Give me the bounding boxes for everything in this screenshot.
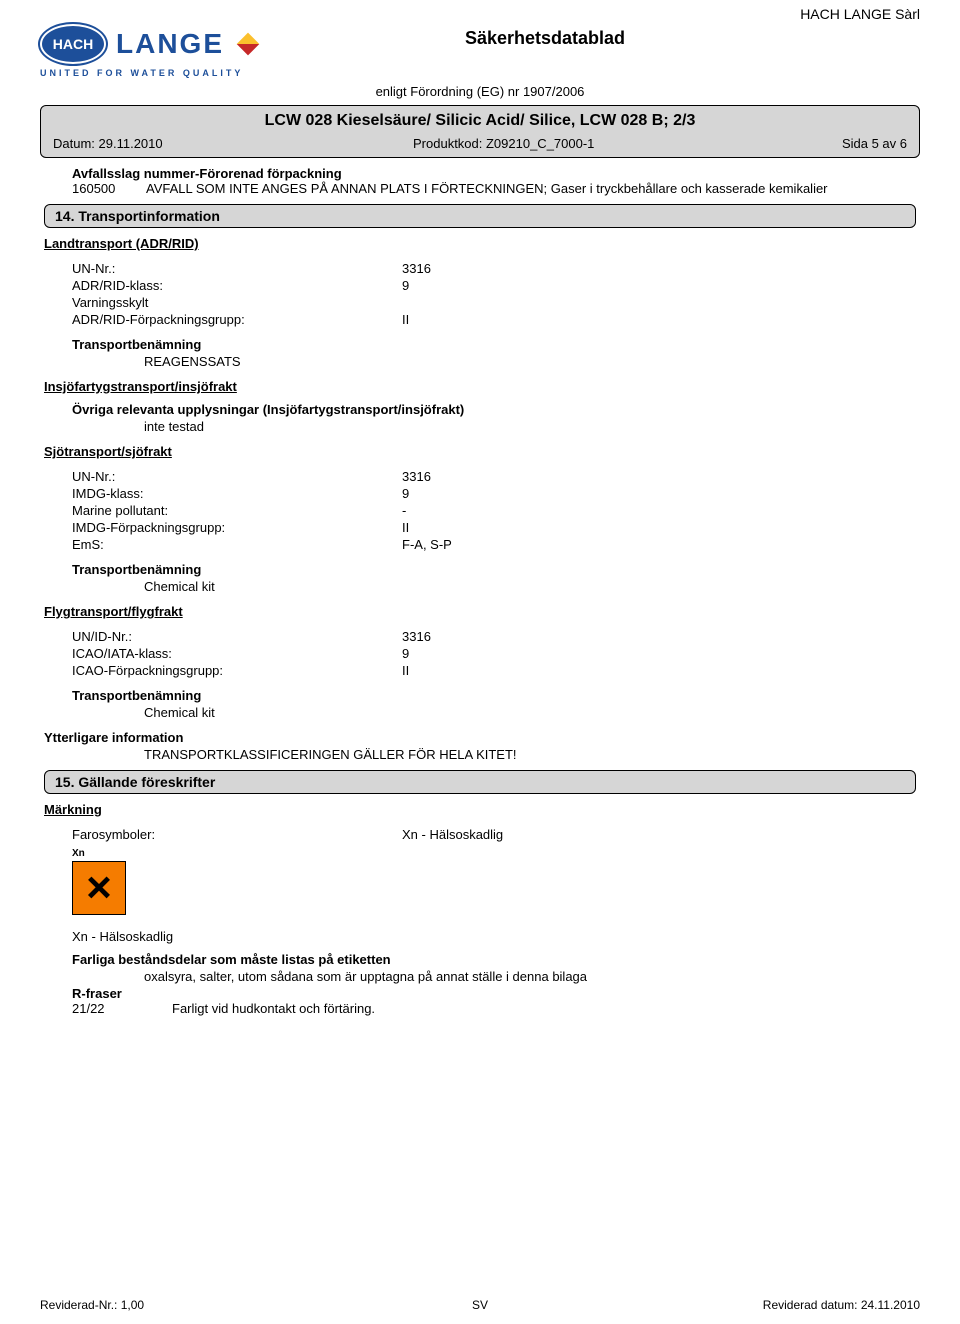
footer: Reviderad-Nr.: 1,00 SV Reviderad datum: … <box>40 1298 920 1312</box>
land-heading: Landtransport (ADR/RID) <box>44 236 916 251</box>
sea-pack-value: II <box>402 520 916 535</box>
inland-other-label: Övriga relevanta upplysningar (Insjöfart… <box>72 402 916 417</box>
r-phrase-row: 21/22 Farligt vid hudkontakt och förtäri… <box>72 1001 916 1016</box>
land-pack-value: II <box>402 312 916 327</box>
further-heading: Ytterligare information <box>44 730 916 745</box>
hazard-text: Xn - Hälsoskadlig <box>72 929 916 944</box>
sea-pack-label: IMDG-Förpackningsgrupp: <box>72 520 402 535</box>
inland-other-value: inte testad <box>144 419 916 434</box>
air-pack-label: ICAO-Förpackningsgrupp: <box>72 663 402 678</box>
footer-left: Reviderad-Nr.: 1,00 <box>40 1298 440 1312</box>
hazard-symbol-icon: × <box>72 861 126 915</box>
air-class-value: 9 <box>402 646 916 661</box>
land-un-label: UN-Nr.: <box>72 261 402 276</box>
air-pack-value: II <box>402 663 916 678</box>
danger-components-label: Farliga beståndsdelar som måste listas p… <box>72 952 916 967</box>
meta-page: Sida 5 av 6 <box>767 136 907 151</box>
air-un-value: 3316 <box>402 629 916 644</box>
hazard-code-label: Xn <box>72 848 916 859</box>
r-phrases-heading: R-fraser <box>72 986 916 1001</box>
meta-row: Datum: 29.11.2010 Produktkod: Z09210_C_7… <box>53 136 907 151</box>
land-pack-label: ADR/RID-Förpackningsgrupp: <box>72 312 402 327</box>
waste-code: 160500 <box>72 181 146 196</box>
sea-mp-value: - <box>402 503 916 518</box>
sea-tname-label: Transportbenämning <box>72 562 916 577</box>
lange-logo-text: LANGE <box>116 28 224 60</box>
section-15-bar: 15. Gällande föreskrifter <box>44 770 916 794</box>
sea-tname-value: Chemical kit <box>144 579 916 594</box>
r-phrase-text: Farligt vid hudkontakt och förtäring. <box>172 1001 375 1016</box>
company-name: HACH LANGE Sàrl <box>40 6 920 22</box>
land-tname-value: REAGENSSATS <box>144 354 916 369</box>
document-title: Säkerhetsdatablad <box>300 24 920 49</box>
r-phrase-code: 21/22 <box>72 1001 172 1016</box>
inland-heading: Insjöfartygstransport/insjöfrakt <box>44 379 916 394</box>
meta-product-code: Produktkod: Z09210_C_7000-1 <box>413 136 767 151</box>
land-warn-label: Varningsskylt <box>72 295 402 310</box>
hazard-block: Xn × <box>72 848 916 915</box>
logo-tagline: UNITED FOR WATER QUALITY <box>40 68 300 78</box>
waste-heading: Avfallsslag nummer-Förorenad förpackning <box>72 166 916 181</box>
logo-line1: HACH LANGE <box>40 24 300 64</box>
sea-class-value: 9 <box>402 486 916 501</box>
danger-components-value: oxalsyra, salter, utom sådana som är upp… <box>144 969 916 984</box>
waste-row: 160500 AVFALL SOM INTE ANGES PÅ ANNAN PL… <box>44 181 916 196</box>
air-class-label: ICAO/IATA-klass: <box>72 646 402 661</box>
air-heading: Flygtransport/flygfrakt <box>44 604 916 619</box>
logo-block: HACH LANGE UNITED FOR WATER QUALITY <box>40 24 300 78</box>
diamond-icon <box>237 33 260 56</box>
land-tname-label: Transportbenämning <box>72 337 916 352</box>
air-tname-value: Chemical kit <box>144 705 916 720</box>
sea-class-label: IMDG-klass: <box>72 486 402 501</box>
header-row: HACH LANGE UNITED FOR WATER QUALITY Säke… <box>40 24 920 78</box>
footer-center: SV <box>440 1298 520 1312</box>
product-title: LCW 028 Kieselsäure/ Silicic Acid/ Silic… <box>53 112 907 130</box>
sea-mp-label: Marine pollutant: <box>72 503 402 518</box>
symbol-value: Xn - Hälsoskadlig <box>402 827 916 842</box>
air-un-label: UN/ID-Nr.: <box>72 629 402 644</box>
hazard-x-icon: × <box>86 866 112 910</box>
land-class-label: ADR/RID-klass: <box>72 278 402 293</box>
sea-un-label: UN-Nr.: <box>72 469 402 484</box>
sea-ems-label: EmS: <box>72 537 402 552</box>
section-14-bar: 14. Transportinformation <box>44 204 916 228</box>
further-text: TRANSPORTKLASSIFICERINGEN GÄLLER FÖR HEL… <box>144 747 916 762</box>
land-class-value: 9 <box>402 278 916 293</box>
land-un-value: 3316 <box>402 261 916 276</box>
meta-date: Datum: 29.11.2010 <box>53 136 413 151</box>
sea-ems-value: F-A, S-P <box>402 537 916 552</box>
symbol-label: Farosymboler: <box>72 827 402 842</box>
sea-un-value: 3316 <box>402 469 916 484</box>
regulation-line: enligt Förordning (EG) nr 1907/2006 <box>40 84 920 99</box>
title-box: LCW 028 Kieselsäure/ Silicic Acid/ Silic… <box>40 105 920 158</box>
labelling-heading: Märkning <box>44 802 916 817</box>
sea-heading: Sjötransport/sjöfrakt <box>44 444 916 459</box>
hach-logo-icon: HACH <box>40 24 106 64</box>
land-warn-value <box>402 295 916 310</box>
air-tname-label: Transportbenämning <box>72 688 916 703</box>
waste-desc: AVFALL SOM INTE ANGES PÅ ANNAN PLATS I F… <box>146 181 916 196</box>
footer-right: Reviderad datum: 24.11.2010 <box>520 1298 920 1312</box>
